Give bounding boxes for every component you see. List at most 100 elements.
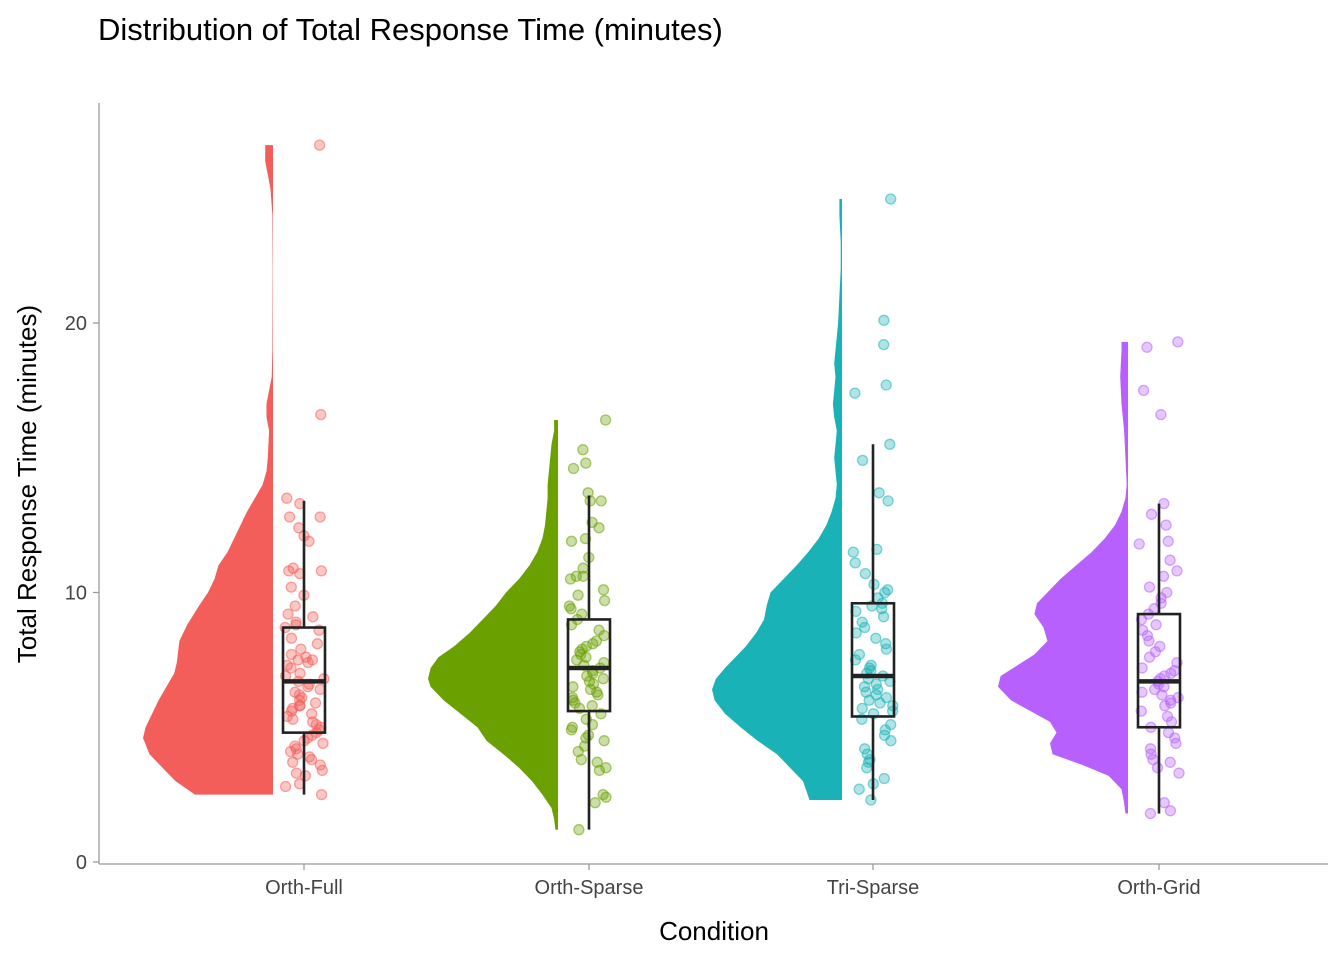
data-point (861, 762, 873, 774)
data-point (847, 546, 859, 558)
data-point (886, 705, 899, 717)
data-point (600, 762, 612, 774)
data-point (1143, 651, 1156, 663)
data-point (859, 743, 871, 755)
data-point (283, 565, 295, 577)
data-point (289, 600, 301, 612)
data-point (572, 589, 584, 601)
y-axis-title: Total Response Time (minutes) (12, 305, 42, 663)
data-point (599, 414, 612, 426)
data-point (313, 139, 326, 151)
data-point (884, 438, 896, 450)
data-point (877, 611, 890, 623)
data-point (1144, 807, 1157, 820)
data-point (577, 444, 589, 456)
data-point (279, 780, 292, 793)
density-cloud (998, 341, 1128, 814)
data-point (283, 511, 296, 523)
data-point (1165, 716, 1178, 728)
data-point (880, 379, 892, 391)
data-point (1165, 667, 1177, 680)
data-point (1164, 554, 1176, 566)
data-point (593, 522, 605, 534)
data-point (600, 791, 612, 803)
data-point (314, 511, 326, 523)
data-point (316, 764, 328, 777)
data-point (595, 495, 607, 507)
data-point (1164, 756, 1176, 768)
data-point (573, 824, 585, 836)
x-tick-label: Tri-Sparse (827, 877, 920, 899)
data-point (1164, 805, 1177, 817)
data-point (1155, 408, 1167, 421)
data-point (1145, 508, 1158, 520)
data-point (1143, 635, 1155, 647)
data-point (598, 735, 610, 747)
data-point (1150, 619, 1162, 631)
data-point (306, 708, 318, 720)
data-point (853, 783, 865, 795)
data-point (597, 673, 609, 685)
data-point (285, 581, 297, 593)
chart-marks (143, 139, 1185, 836)
series-orth-full (143, 139, 330, 801)
data-point (849, 387, 861, 399)
data-point (598, 594, 611, 607)
series-orth-sparse (428, 414, 612, 836)
data-point (315, 565, 328, 577)
data-point (580, 457, 592, 469)
data-point (317, 737, 329, 750)
chart-title: Distribution of Total Response Time (min… (98, 12, 723, 47)
data-point (575, 753, 587, 766)
data-point (302, 656, 314, 669)
data-point (1159, 700, 1171, 712)
data-point (593, 764, 606, 777)
data-point (863, 694, 875, 706)
data-point (878, 314, 890, 326)
data-point (885, 193, 897, 205)
x-tick-label: Orth-Sparse (535, 877, 644, 899)
data-point (592, 689, 604, 701)
data-point (584, 683, 597, 696)
y-tick-label: 20 (65, 313, 87, 335)
data-point (1173, 767, 1185, 779)
density-cloud (143, 145, 273, 795)
data-point (309, 697, 322, 709)
x-tick-label: Orth-Full (265, 877, 343, 899)
data-point (873, 487, 885, 499)
data-point (1151, 762, 1164, 774)
data-point (1170, 737, 1182, 750)
data-point (1158, 497, 1170, 510)
data-point (587, 638, 599, 650)
y-tick-label: 10 (65, 583, 87, 605)
data-point (1171, 565, 1183, 577)
data-point (856, 454, 869, 467)
data-point (311, 638, 324, 650)
data-point (859, 567, 871, 580)
data-point (287, 713, 299, 725)
data-point (570, 570, 582, 582)
data-point (878, 338, 890, 351)
data-point (295, 643, 307, 655)
data-point (285, 662, 297, 674)
data-point (865, 794, 877, 806)
data-point (586, 700, 598, 712)
data-point (597, 584, 610, 596)
series-tri-sparse (712, 193, 899, 806)
data-point (859, 621, 871, 634)
data-point (315, 788, 328, 801)
data-point (856, 702, 868, 715)
data-point (1141, 341, 1153, 353)
data-point (880, 643, 893, 655)
axis-ticks: 0 10 20 Orth-Full Orth-Sparse Tri-Sparse Orth-… (65, 313, 1201, 899)
data-point (567, 462, 580, 475)
data-point (1165, 697, 1177, 709)
data-point (282, 608, 294, 620)
data-point (287, 756, 299, 768)
data-point (305, 753, 318, 766)
data-point (1160, 519, 1172, 531)
data-point (849, 557, 861, 569)
series-orth-grid (998, 336, 1185, 820)
